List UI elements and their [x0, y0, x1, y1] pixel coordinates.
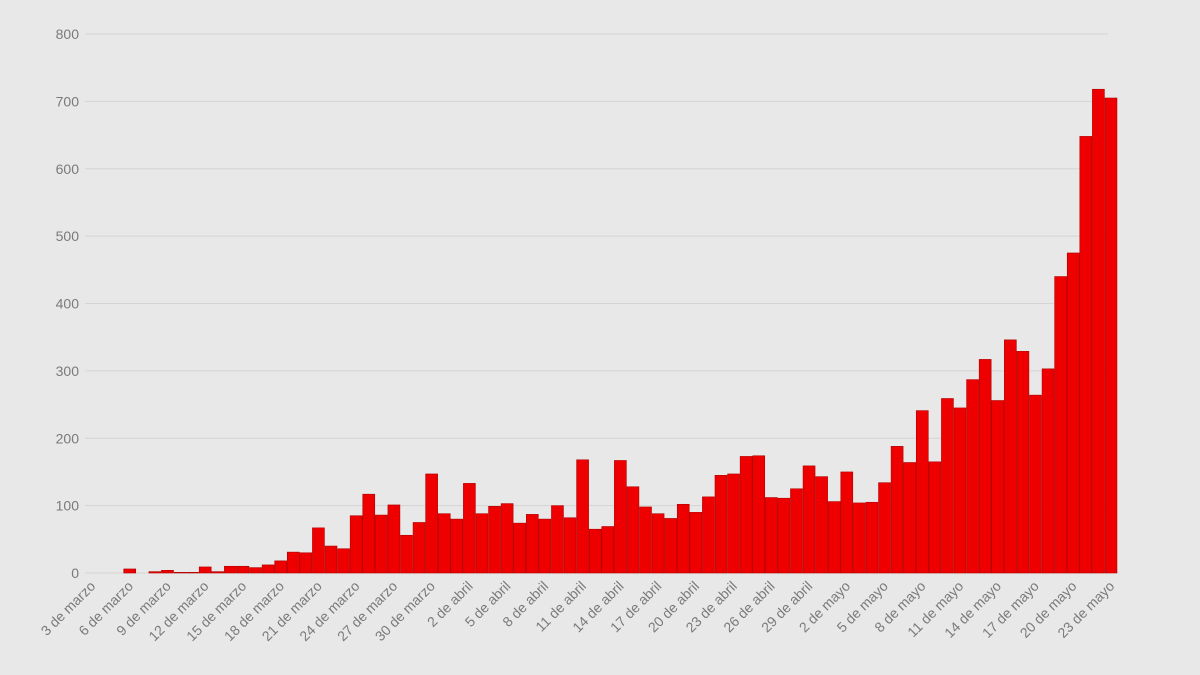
y-tick-label: 800 [56, 26, 80, 42]
bar [588, 528, 602, 574]
bar [752, 455, 766, 574]
bar [1104, 97, 1118, 574]
bar [878, 482, 891, 574]
bar [173, 572, 187, 574]
y-tick-label: 200 [56, 430, 80, 446]
bar [953, 407, 967, 574]
bar [1016, 351, 1030, 574]
bar [425, 473, 438, 574]
bar [563, 517, 577, 574]
grid-layer [85, 33, 1108, 574]
bar-layer [123, 88, 1118, 574]
y-tick-label: 400 [56, 296, 80, 312]
bar [1079, 136, 1093, 574]
bar [274, 560, 287, 574]
bar [437, 513, 451, 574]
bar [865, 501, 879, 574]
bar [601, 526, 615, 574]
y-axis: 0 100 200 300 400 500 600 700 800 [56, 26, 80, 581]
bar [626, 486, 640, 574]
bar [928, 461, 942, 574]
bar [827, 501, 841, 574]
bar [161, 569, 174, 574]
bar [463, 483, 476, 574]
bar [739, 456, 753, 574]
y-tick-label: 0 [71, 565, 79, 581]
bar [966, 379, 979, 574]
bar [261, 564, 275, 574]
y-tick-label: 700 [56, 93, 80, 109]
bar [727, 473, 740, 574]
bar [1092, 88, 1105, 574]
bar [500, 503, 514, 574]
bar [689, 512, 703, 574]
bar [362, 493, 376, 574]
bar [576, 459, 589, 574]
bar [148, 571, 162, 574]
bar [286, 551, 300, 574]
y-tick-label: 600 [56, 161, 80, 177]
y-tick-label: 500 [56, 228, 80, 244]
bar [211, 571, 225, 574]
bar [978, 359, 992, 574]
y-tick-label: 300 [56, 363, 80, 379]
bar [324, 545, 338, 574]
bar [475, 513, 489, 574]
bar [488, 505, 501, 574]
bar [639, 506, 652, 574]
bar [815, 476, 828, 574]
bar [312, 527, 325, 574]
bar [1029, 394, 1042, 574]
bar [538, 518, 552, 574]
bar [714, 475, 728, 574]
bar [853, 502, 866, 574]
bar [337, 548, 350, 574]
bar [224, 565, 237, 574]
bar [790, 488, 803, 574]
bar [915, 410, 929, 574]
bar [450, 518, 464, 574]
bar [941, 398, 954, 574]
bar [349, 515, 363, 574]
bar [765, 497, 778, 574]
bar [198, 566, 212, 574]
bar [249, 567, 262, 574]
bar [802, 465, 816, 574]
bar [702, 496, 715, 574]
bar [614, 460, 627, 574]
bar [1066, 252, 1080, 574]
bar [840, 471, 854, 574]
bar [525, 514, 539, 574]
bar [186, 572, 199, 574]
bar [1041, 368, 1055, 574]
bar [676, 503, 690, 574]
bar [299, 552, 313, 574]
bar [551, 505, 564, 574]
y-tick-label: 100 [56, 498, 80, 514]
bar [236, 565, 250, 574]
bar [903, 462, 916, 574]
bar [1004, 339, 1017, 574]
bar [400, 534, 413, 574]
bar [513, 522, 526, 574]
bar [664, 518, 677, 574]
bar [387, 504, 401, 574]
bar [1054, 276, 1067, 574]
bar [375, 514, 388, 574]
bar [890, 446, 904, 574]
bar [123, 568, 137, 574]
bar [991, 400, 1005, 574]
bar [777, 497, 791, 574]
bar [412, 522, 426, 574]
bar [651, 513, 665, 574]
